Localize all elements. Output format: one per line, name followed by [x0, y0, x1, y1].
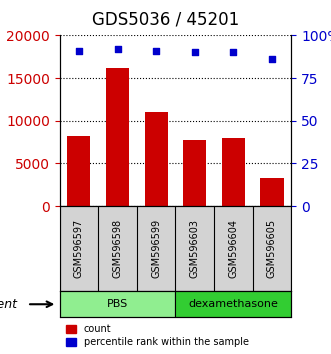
- Text: GDS5036 / 45201: GDS5036 / 45201: [92, 11, 239, 29]
- FancyBboxPatch shape: [175, 291, 291, 317]
- Text: GSM596603: GSM596603: [190, 219, 200, 278]
- Text: GSM596604: GSM596604: [228, 219, 238, 278]
- Text: agent: agent: [0, 298, 18, 311]
- Point: [76, 48, 81, 53]
- Bar: [106, 68, 129, 206]
- Bar: [260, 178, 284, 206]
- Point: [115, 46, 120, 52]
- Text: dexamethasone: dexamethasone: [188, 299, 278, 309]
- Text: GSM596597: GSM596597: [74, 219, 84, 278]
- Bar: [183, 141, 206, 206]
- Text: PBS: PBS: [107, 299, 128, 309]
- Legend: count, percentile rank within the sample: count, percentile rank within the sample: [65, 322, 251, 349]
- Point: [154, 48, 159, 53]
- Point: [231, 50, 236, 55]
- Text: GSM596599: GSM596599: [151, 219, 161, 278]
- Bar: [67, 136, 90, 206]
- Point: [192, 50, 197, 55]
- Bar: [145, 112, 168, 206]
- Bar: [222, 138, 245, 206]
- FancyBboxPatch shape: [60, 291, 175, 317]
- Text: GSM596598: GSM596598: [113, 219, 122, 278]
- Text: GSM596605: GSM596605: [267, 219, 277, 278]
- Point: [269, 57, 275, 62]
